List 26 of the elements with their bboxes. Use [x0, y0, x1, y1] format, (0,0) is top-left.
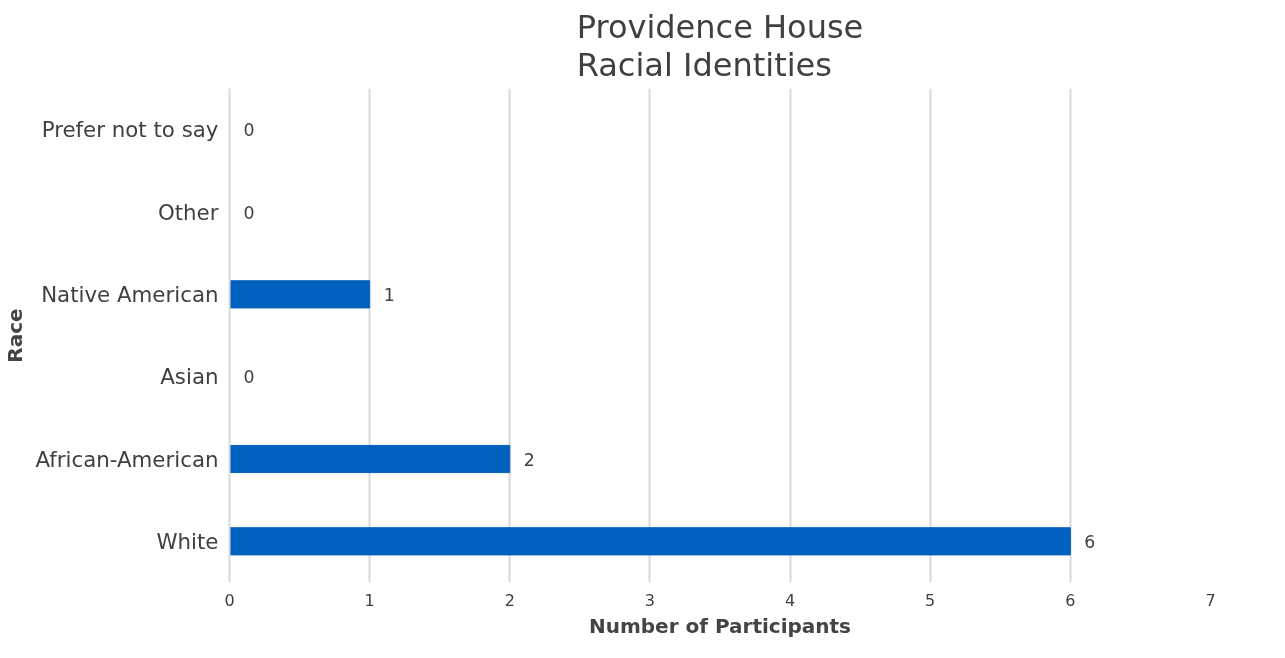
bar	[229, 527, 1071, 556]
bar	[229, 280, 371, 309]
x-tick-label: 0	[224, 590, 235, 610]
x-tick-label: 3	[644, 590, 656, 610]
x-axis-title: Number of Participants	[588, 613, 852, 638]
data-label: 2	[523, 449, 535, 470]
chart-title: Providence House Racial Identities	[576, 7, 864, 84]
bar	[229, 444, 511, 474]
data-label: 1	[383, 284, 395, 305]
x-tick-label: 4	[784, 590, 796, 610]
x-tick-label: 6	[1065, 590, 1076, 610]
data-label: 6	[1084, 531, 1096, 552]
y-axis-title: Race	[3, 308, 28, 363]
data-label: 0	[243, 120, 255, 141]
y-tick-label: African-American	[35, 446, 219, 472]
y-tick-label: Native American	[41, 281, 219, 307]
data-label: 0	[243, 202, 255, 223]
y-tick-label: White	[156, 528, 219, 554]
y-tick-label: Asian	[160, 364, 219, 390]
y-tick-label: Prefer not to say	[41, 117, 219, 143]
x-tick-label: 7	[1205, 590, 1216, 610]
x-tick-label: 5	[925, 590, 936, 610]
data-label: 0	[243, 367, 255, 388]
x-tick-label: 2	[504, 590, 515, 610]
y-tick-label: Other	[157, 199, 219, 225]
x-tick-label: 1	[364, 590, 375, 610]
